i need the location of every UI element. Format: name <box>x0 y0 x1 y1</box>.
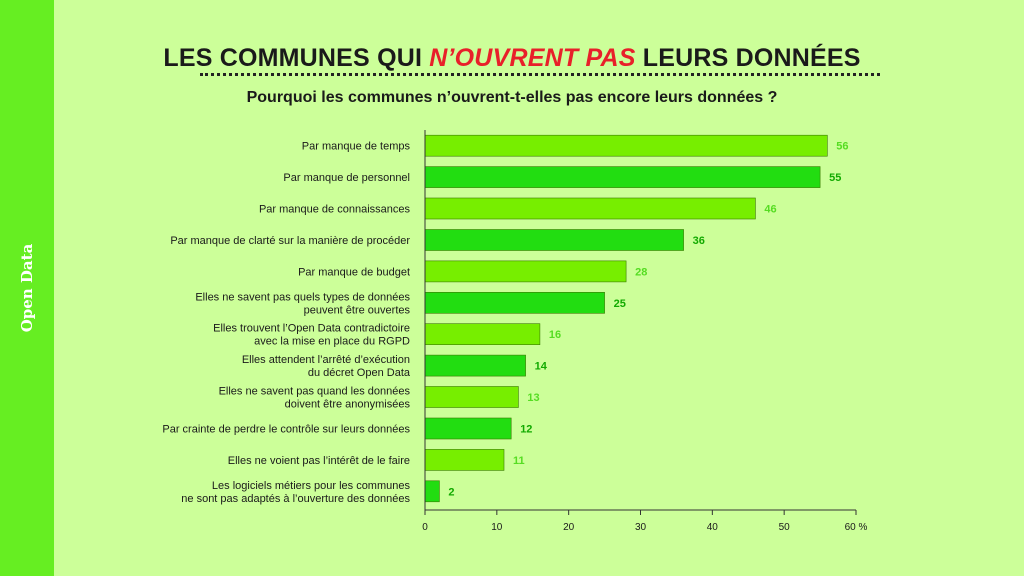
title-dotted-rule <box>200 73 880 76</box>
category-label: Par crainte de perdre le contrôle sur le… <box>162 424 410 436</box>
value-label: 46 <box>764 204 776 216</box>
category-label: doivent être anonymisées <box>285 399 411 411</box>
category-label: Par manque de budget <box>298 266 410 278</box>
category-label: Elles attendent l’arrêté d’exécution <box>242 354 410 366</box>
bar <box>424 197 756 220</box>
chart-subtitle: Pourquoi les communes n’ouvrent-t-elles … <box>246 89 778 106</box>
x-tick-label: 40 <box>707 522 719 533</box>
x-tick-label: 50 <box>779 522 791 533</box>
category-label: ne sont pas adaptés à l’ouverture des do… <box>181 493 410 505</box>
bar <box>424 134 828 157</box>
bar <box>424 166 821 188</box>
bar <box>424 354 526 377</box>
category-label: Elles trouvent l’Open Data contradictoir… <box>213 323 410 335</box>
value-label: 56 <box>836 141 848 153</box>
value-label: 13 <box>527 392 539 404</box>
sidebar: Open Data <box>0 0 54 576</box>
category-label: Par manque de connaissances <box>259 204 411 216</box>
value-label: 25 <box>614 298 626 310</box>
title-part-2: LEURS DONNÉES <box>635 44 861 72</box>
value-label: 14 <box>535 361 548 373</box>
x-tick-label: 30 <box>635 522 647 533</box>
category-label: Par manque de personnel <box>283 172 410 184</box>
bar <box>424 291 605 314</box>
value-label: 12 <box>520 424 532 436</box>
chart-title: LES COMMUNES QUI N’OUVRENT PAS LEURS DON… <box>0 44 1024 73</box>
category-label: peuvent être ouvertes <box>304 304 411 316</box>
category-label: avec la mise en place du RGPD <box>254 336 410 348</box>
value-label: 55 <box>829 172 841 184</box>
bar <box>424 260 627 283</box>
x-tick-label: 0 <box>422 522 428 533</box>
title-accent: N’OUVRENT PAS <box>429 44 636 72</box>
value-label: 11 <box>513 455 525 467</box>
bar <box>424 229 684 251</box>
bar <box>424 323 541 346</box>
value-label: 2 <box>448 486 454 498</box>
bar <box>424 449 505 471</box>
category-label: Elles ne voient pas l’intérêt de le fair… <box>228 455 410 467</box>
bar <box>424 417 512 440</box>
category-label: Elles ne savent pas quels types de donné… <box>195 291 410 303</box>
title-part-1: LES COMMUNES QUI <box>163 44 430 72</box>
bar <box>424 480 440 503</box>
value-label: 28 <box>635 266 647 278</box>
category-label: Elles ne savent pas quand les données <box>219 386 411 398</box>
bar <box>424 386 519 408</box>
category-label: Par manque de clarté sur la manière de p… <box>170 235 410 247</box>
x-tick-label: 20 <box>563 522 575 533</box>
category-label: Par manque de temps <box>302 141 411 153</box>
x-tick-label: 10 <box>491 522 503 533</box>
category-label: du décret Open Data <box>308 367 411 379</box>
category-label: Les logiciels métiers pour les communes <box>212 480 411 492</box>
value-label: 16 <box>549 329 561 341</box>
value-label: 36 <box>693 235 705 247</box>
x-tick-label: 60 % <box>845 522 868 533</box>
